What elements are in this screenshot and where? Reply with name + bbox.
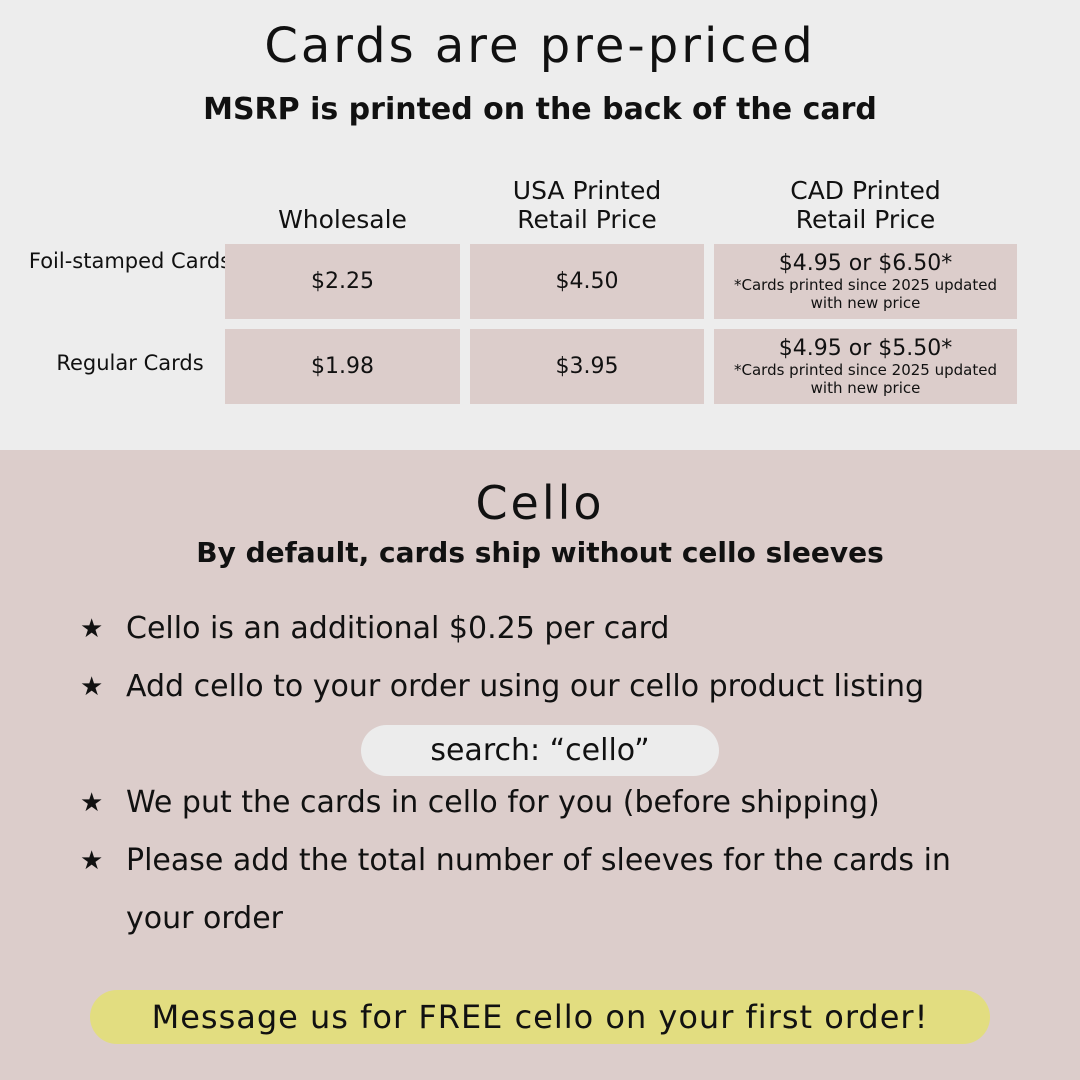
- header-cad: CAD Printed Retail Price: [790, 176, 941, 234]
- star-icon: ★: [80, 846, 104, 876]
- cello-title: Cello: [475, 476, 605, 530]
- list-item: ★ Cello is an additional $0.25 per card: [80, 600, 669, 658]
- regular-cad-note: *Cards printed since 2025 updated with n…: [734, 361, 997, 397]
- star-icon: ★: [80, 672, 104, 702]
- list-item: ★ Please add the total number of sleeves …: [80, 832, 1010, 948]
- header-wholesale: Wholesale: [278, 205, 407, 234]
- header-usa: USA Printed Retail Price: [512, 176, 662, 234]
- regular-cad: $4.95 or $5.50*: [778, 336, 953, 361]
- star-icon: ★: [80, 614, 104, 644]
- row-label-foil: Foil-stamped Cards: [28, 249, 232, 273]
- foil-cad-note: *Cards printed since 2025 updated with n…: [734, 276, 997, 312]
- pricing-title: Cards are pre-priced: [264, 18, 816, 74]
- free-cello-banner: Message us for FREE cello on your first …: [90, 990, 990, 1044]
- star-icon: ★: [80, 788, 104, 818]
- row-label-regular: Regular Cards: [56, 351, 204, 375]
- foil-usa: $4.50: [555, 269, 619, 294]
- regular-usa: $3.95: [555, 354, 619, 379]
- cello-subtitle: By default, cards ship without cello sle…: [196, 536, 884, 569]
- foil-cad: $4.95 or $6.50*: [778, 251, 953, 276]
- foil-wholesale: $2.25: [311, 269, 374, 294]
- list-item: ★ Add cello to your order using our cello…: [80, 658, 924, 716]
- regular-wholesale: $1.98: [311, 354, 374, 379]
- list-item: ★ We put the cards in cello for you (befo…: [80, 774, 880, 832]
- search-hint: search: “cello”: [361, 725, 719, 776]
- pricing-subtitle: MSRP is printed on the back of the card: [203, 92, 877, 127]
